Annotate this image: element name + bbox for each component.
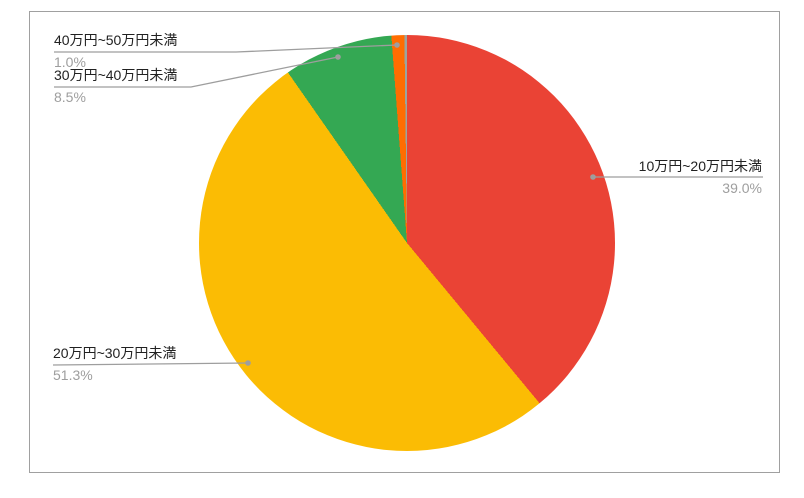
callout-percent: 51.3% xyxy=(53,367,93,383)
callout-label: 20万円~30万円未満 xyxy=(53,345,177,361)
callout-percent: 1.0% xyxy=(54,54,86,70)
callout-20man-30man: 20万円~30万円未満 51.3% xyxy=(53,344,176,385)
callout-40man-50man: 40万円~50万円未満 1.0% xyxy=(54,31,177,72)
callout-percent: 39.0% xyxy=(722,180,762,196)
callout-percent: 8.5% xyxy=(54,89,86,105)
callout-10man-20man: 10万円~20万円未満 39.0% xyxy=(639,157,762,198)
pie-chart[interactable] xyxy=(199,35,615,451)
callout-label: 30万円~40万円未満 xyxy=(54,67,178,83)
callout-label: 40万円~50万円未満 xyxy=(54,32,178,48)
callout-label: 10万円~20万円未満 xyxy=(638,158,762,174)
chart-frame: 40万円~50万円未満 1.0% 30万円~40万円未満 8.5% 10万円~2… xyxy=(29,11,780,473)
callout-30man-40man: 30万円~40万円未満 8.5% xyxy=(54,66,177,107)
